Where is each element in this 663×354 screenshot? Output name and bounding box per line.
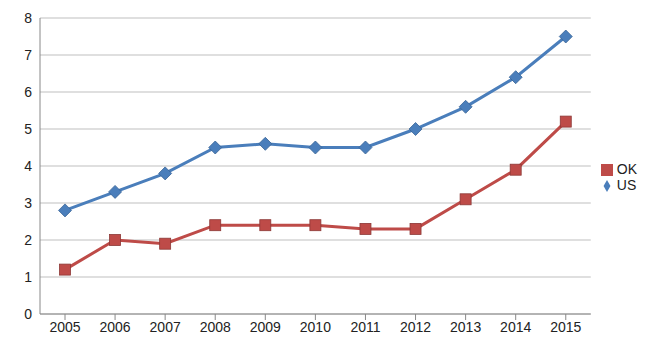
svg-text:2011: 2011 bbox=[350, 319, 380, 335]
svg-text:2008: 2008 bbox=[200, 319, 231, 335]
html-text:US: US bbox=[616, 177, 637, 193]
svg-text:6: 6 bbox=[24, 84, 32, 100]
svg-text:2007: 2007 bbox=[150, 319, 181, 335]
svg-text:2012: 2012 bbox=[400, 319, 431, 335]
svg-text:2006: 2006 bbox=[99, 319, 130, 335]
svg-text:1: 1 bbox=[24, 269, 32, 285]
svg-text:5: 5 bbox=[24, 121, 32, 137]
svg-text:8: 8 bbox=[24, 10, 32, 26]
svg-text:2013: 2013 bbox=[450, 319, 481, 335]
svg-text:2: 2 bbox=[24, 232, 32, 248]
html-text:OK: OK bbox=[616, 161, 637, 177]
svg-text:2015: 2015 bbox=[550, 319, 581, 335]
svg-text:0: 0 bbox=[24, 306, 32, 322]
svg-text:2010: 2010 bbox=[300, 319, 331, 335]
svg-text:2009: 2009 bbox=[250, 319, 281, 335]
svg-text:3: 3 bbox=[24, 195, 32, 211]
svg-text:4: 4 bbox=[24, 158, 32, 174]
svg-text:2005: 2005 bbox=[49, 319, 80, 335]
svg-text:2014: 2014 bbox=[500, 319, 531, 335]
svg-text:7: 7 bbox=[24, 47, 32, 63]
